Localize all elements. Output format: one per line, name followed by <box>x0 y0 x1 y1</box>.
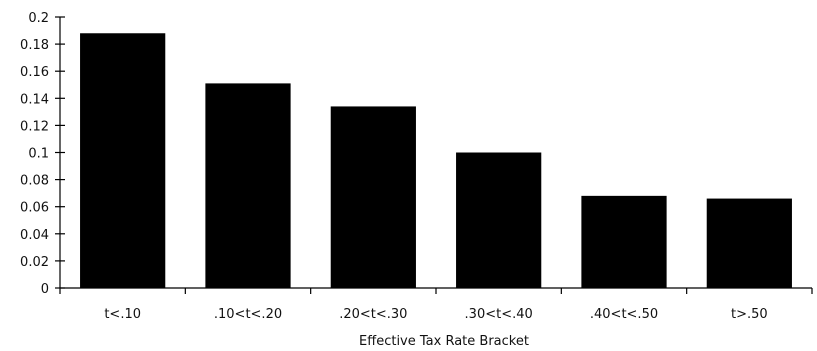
y-tick-label: 0 <box>41 282 49 297</box>
bars <box>80 33 792 289</box>
x-tick-label: .40<t<.50 <box>590 307 658 322</box>
y-tick-label: 0.02 <box>20 255 49 270</box>
bar <box>456 152 542 288</box>
bar <box>330 106 416 289</box>
y-tick-label: 0.04 <box>20 228 49 243</box>
y-tick-label: 0.18 <box>20 38 49 53</box>
bar <box>581 195 667 288</box>
y-tick-label: 0.16 <box>20 65 49 80</box>
x-axis: t<.10 .10<t<.20 .20<t<.30 .30<t<.40 .40<t<.5… <box>59 287 813 322</box>
bar <box>80 33 166 289</box>
x-tick-label: t<.10 <box>104 307 141 322</box>
x-tick-label: t>.50 <box>731 307 768 322</box>
y-tick-label: 0.1 <box>28 147 49 162</box>
y-tick-label: 0.08 <box>20 174 49 189</box>
y-axis: 0 0.02 0.04 0.06 0.08 0.1 0.12 0.14 0.16 0.18 0.2 <box>20 11 65 297</box>
x-axis-title: Effective Tax Rate Bracket <box>359 334 529 349</box>
bar <box>205 83 291 289</box>
x-tick-label: .20<t<.30 <box>339 307 407 322</box>
y-tick-label: 0.06 <box>20 201 49 216</box>
x-tick-label: .10<t<.20 <box>214 307 282 322</box>
x-tick-label: .30<t<.40 <box>465 307 533 322</box>
y-tick-label: 0.12 <box>20 119 49 134</box>
bar <box>706 198 792 288</box>
y-tick-label: 0.2 <box>28 11 49 26</box>
y-tick-label: 0.14 <box>20 92 49 107</box>
